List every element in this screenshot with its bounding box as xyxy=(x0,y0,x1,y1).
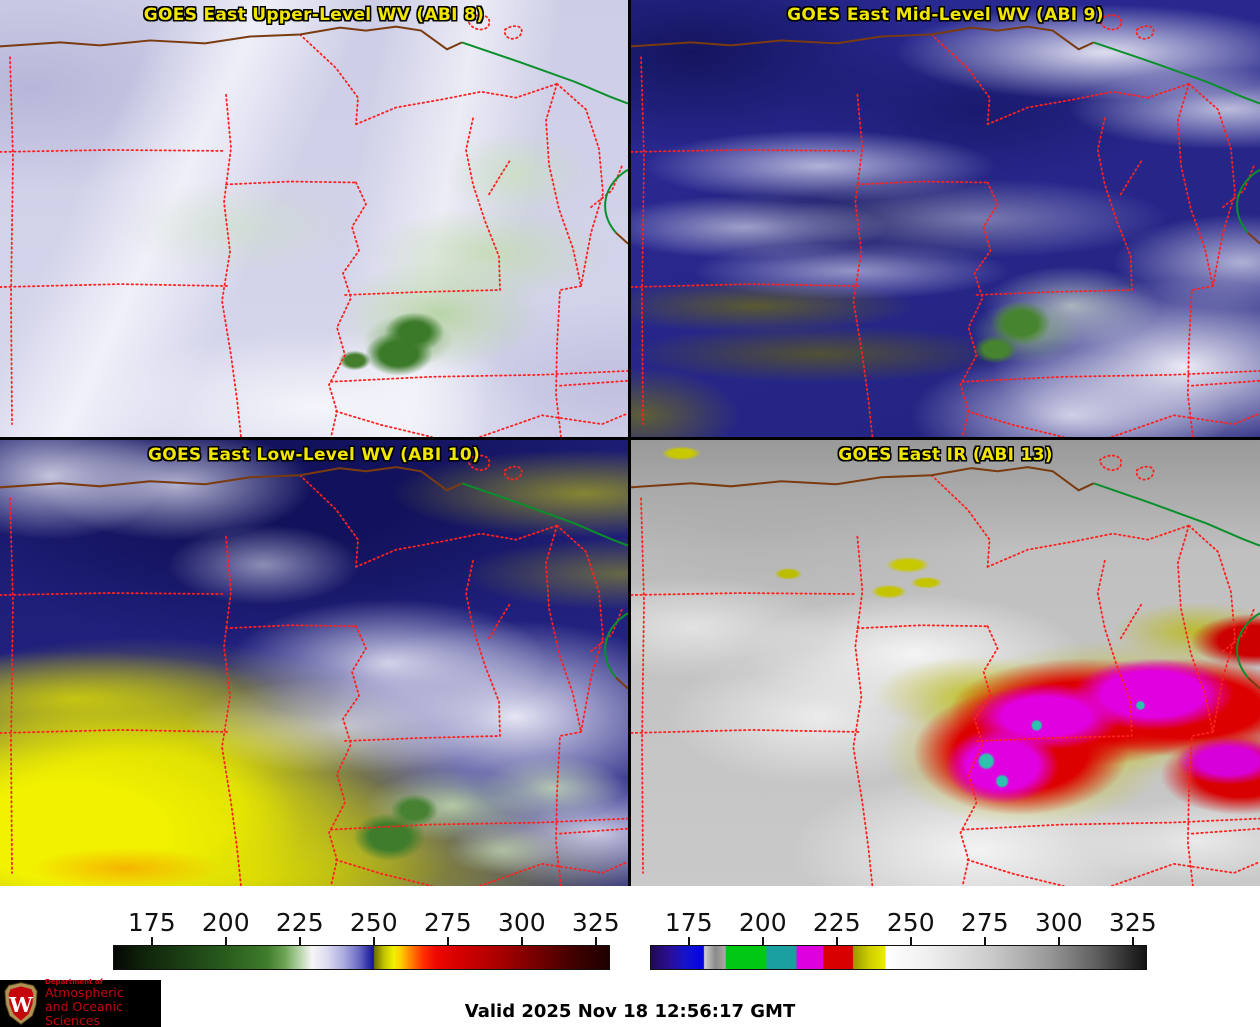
ir-colorbar-tick-labels: 175 200 225 250 275 300 325 xyxy=(650,908,1157,937)
colorbar-tick-label: 325 xyxy=(1108,908,1157,937)
colorbar-tick-mark xyxy=(1131,937,1134,945)
valid-time: Valid 2025 Nov 18 12:56:17 GMT xyxy=(464,1001,796,1022)
panel-title-abi8: GOES East Upper-Level WV (ABI 8) xyxy=(143,5,485,25)
colorbar-tick-label: 300 xyxy=(497,908,546,937)
colorbar-tick-mark xyxy=(594,937,597,945)
colorbar-tick-mark xyxy=(224,937,227,945)
uw-crest-icon: W xyxy=(4,982,38,1025)
colorbar-tick-label: 200 xyxy=(738,908,787,937)
colorbar-tick-mark xyxy=(372,937,375,945)
state-borders-overlay xyxy=(0,454,628,886)
colorbar-tick-mark xyxy=(983,937,986,945)
colorbar-tick-mark xyxy=(298,937,301,945)
panel-upper-level-wv: GOES East Upper-Level WV (ABI 8) xyxy=(0,0,628,437)
colorbar-tick-mark xyxy=(761,937,764,945)
colorbar-tick-label: 325 xyxy=(571,908,620,937)
colorbar-tick-mark xyxy=(909,937,912,945)
colorbar-tick-mark xyxy=(150,937,153,945)
colorbar-tick-label: 200 xyxy=(201,908,250,937)
wv-colorbar-tick-marks xyxy=(113,936,610,945)
colorbar-tick-mark xyxy=(687,937,690,945)
logo-line1: Atmospheric xyxy=(45,985,124,1001)
colorbar-tick-label: 250 xyxy=(886,908,935,937)
colorbar-tick-label: 175 xyxy=(127,908,176,937)
colorbar-tick-mark xyxy=(1057,937,1060,945)
logo-dept-label: Department of xyxy=(45,977,103,986)
wv-colorbar-tick-labels: 175 200 225 250 275 300 325 xyxy=(113,908,620,937)
ir-colorbar-gradient xyxy=(650,945,1147,970)
footer: 175 200 225 250 275 300 325 175 200 225 250 275 300… xyxy=(0,886,1260,1027)
crest-letter: W xyxy=(8,992,33,1017)
colorbar-tick-label: 225 xyxy=(812,908,861,937)
colorbar-tick-mark xyxy=(520,937,523,945)
colorbar-tick-mark xyxy=(446,937,449,945)
colorbar-tick-label: 175 xyxy=(664,908,713,937)
panel-low-level-wv: GOES East Low-Level WV (ABI 10) xyxy=(0,440,628,886)
panel-title-abi10: GOES East Low-Level WV (ABI 10) xyxy=(147,445,481,465)
state-borders-overlay xyxy=(631,454,1260,886)
aos-logo: W Department of Atmospheric and Oceanic … xyxy=(0,977,161,1027)
panel-ir: GOES East IR (ABI 13) xyxy=(631,440,1260,886)
colorbar-tick-label: 275 xyxy=(423,908,472,937)
colorbar-tick-label: 225 xyxy=(275,908,324,937)
wv-colorbar: 175 200 225 250 275 300 325 xyxy=(113,908,620,972)
colorbar-tick-label: 300 xyxy=(1034,908,1083,937)
aos-logo-text: Department of Atmospheric and Oceanic Sc… xyxy=(45,977,161,1027)
satellite-quad-grid: GOES East Upper-Level WV (ABI 8) GOES Ea… xyxy=(0,0,1260,886)
panel-title-abi13: GOES East IR (ABI 13) xyxy=(838,445,1053,465)
colorbar-tick-mark xyxy=(835,937,838,945)
ir-colorbar-tick-marks xyxy=(650,936,1147,945)
state-borders-overlay xyxy=(0,14,628,437)
panel-title-abi9: GOES East Mid-Level WV (ABI 9) xyxy=(787,5,1104,25)
colorbar-tick-label: 250 xyxy=(349,908,398,937)
colorbar-tick-label: 275 xyxy=(960,908,1009,937)
ir-colorbar: 175 200 225 250 275 300 325 xyxy=(650,908,1157,972)
wv-colorbar-gradient xyxy=(113,945,610,970)
logo-line2: and Oceanic Sciences xyxy=(45,999,123,1027)
panel-mid-level-wv: GOES East Mid-Level WV (ABI 9) xyxy=(631,0,1260,437)
state-borders-overlay xyxy=(631,14,1260,437)
